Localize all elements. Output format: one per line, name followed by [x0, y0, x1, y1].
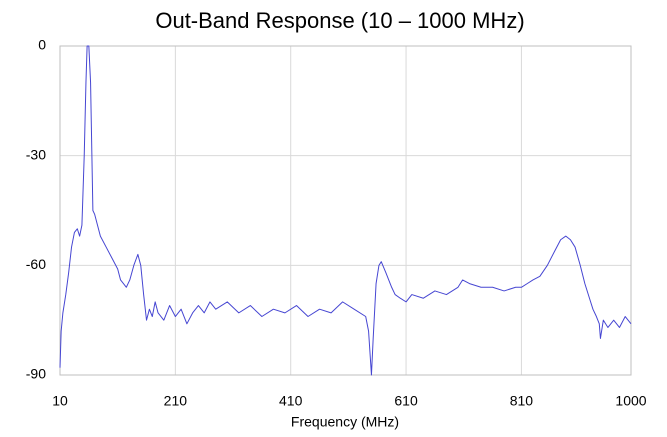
x-tick-label: 610	[394, 393, 418, 409]
y-tick-label: -90	[26, 366, 46, 382]
y-tick-label: -30	[26, 146, 46, 162]
y-tick-label: -60	[26, 256, 46, 272]
x-tick-label: 10	[52, 393, 68, 409]
line-series	[59, 45, 632, 376]
y-tick-label: 0	[38, 37, 46, 53]
plot-frame	[59, 45, 632, 376]
x-tick-label: 210	[164, 393, 188, 409]
chart-title: Out-Band Response (10 – 1000 MHz)	[155, 8, 524, 33]
x-axis-label: Frequency (MHz)	[291, 414, 399, 430]
x-tick-label: 410	[279, 393, 303, 409]
x-tick-label: 1000	[615, 393, 646, 409]
x-tick-label: 810	[510, 393, 534, 409]
